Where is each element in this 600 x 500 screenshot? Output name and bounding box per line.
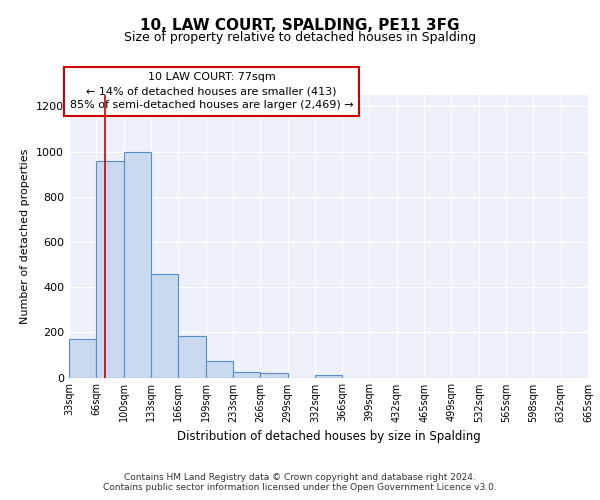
- Bar: [233, 372, 260, 378]
- X-axis label: Distribution of detached houses by size in Spalding: Distribution of detached houses by size …: [176, 430, 481, 443]
- Bar: [97, 160, 124, 378]
- Bar: [124, 152, 151, 378]
- Text: 10, LAW COURT, SPALDING, PE11 3FG: 10, LAW COURT, SPALDING, PE11 3FG: [140, 18, 460, 32]
- Bar: [151, 274, 178, 378]
- Y-axis label: Number of detached properties: Number of detached properties: [20, 148, 31, 324]
- Bar: [260, 373, 287, 378]
- Text: Contains public sector information licensed under the Open Government Licence v3: Contains public sector information licen…: [103, 484, 497, 492]
- Bar: [206, 360, 233, 378]
- Bar: [315, 375, 342, 378]
- Bar: [178, 336, 206, 378]
- Text: 10 LAW COURT: 77sqm
← 14% of detached houses are smaller (413)
85% of semi-detac: 10 LAW COURT: 77sqm ← 14% of detached ho…: [70, 72, 353, 110]
- Text: Contains HM Land Registry data © Crown copyright and database right 2024.: Contains HM Land Registry data © Crown c…: [124, 472, 476, 482]
- Bar: [69, 339, 97, 378]
- Text: Size of property relative to detached houses in Spalding: Size of property relative to detached ho…: [124, 31, 476, 44]
